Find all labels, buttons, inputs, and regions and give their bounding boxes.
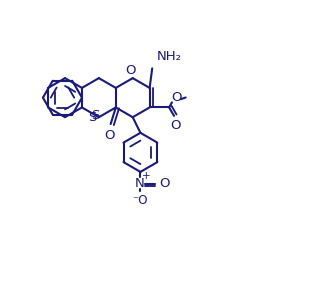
Text: O: O <box>104 129 115 142</box>
Text: N: N <box>135 177 144 190</box>
Text: ⁻O: ⁻O <box>133 194 148 207</box>
Text: S: S <box>91 109 100 122</box>
Text: NH₂: NH₂ <box>156 50 181 62</box>
Text: S: S <box>89 111 97 124</box>
Text: O: O <box>159 177 170 190</box>
Text: +: + <box>142 171 151 181</box>
Text: O: O <box>170 119 180 132</box>
Text: O: O <box>171 91 181 104</box>
Text: O: O <box>125 64 135 77</box>
